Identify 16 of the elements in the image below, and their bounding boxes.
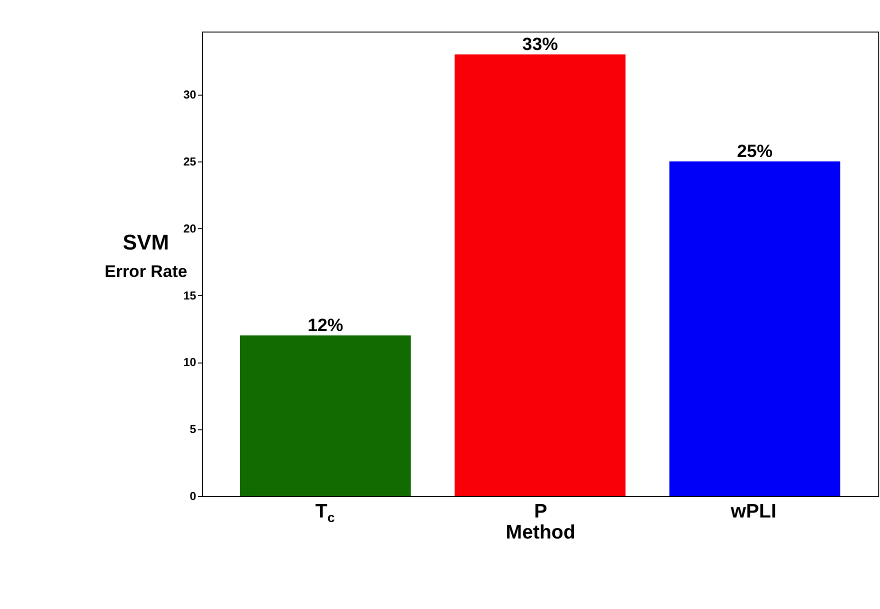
y-tick-label: 20 — [183, 223, 196, 236]
x-axis-title: Method — [506, 521, 576, 544]
y-tick-label: 10 — [183, 357, 196, 370]
bar — [669, 161, 840, 496]
y-tick-label: 25 — [183, 156, 197, 168]
data-label: 12% — [308, 314, 344, 335]
y-tick-label: 0 — [190, 491, 196, 504]
bar — [454, 54, 626, 496]
bar — [240, 335, 411, 496]
x-tick-label: wPLI — [730, 500, 776, 522]
y-tick-label: 30 — [183, 89, 196, 102]
x-tick-label: P — [534, 500, 548, 522]
data-label: 25% — [736, 140, 773, 161]
y-tick-label: 5 — [190, 424, 197, 436]
y-tick-label: 15 — [183, 290, 197, 302]
data-label: 33% — [522, 34, 558, 54]
